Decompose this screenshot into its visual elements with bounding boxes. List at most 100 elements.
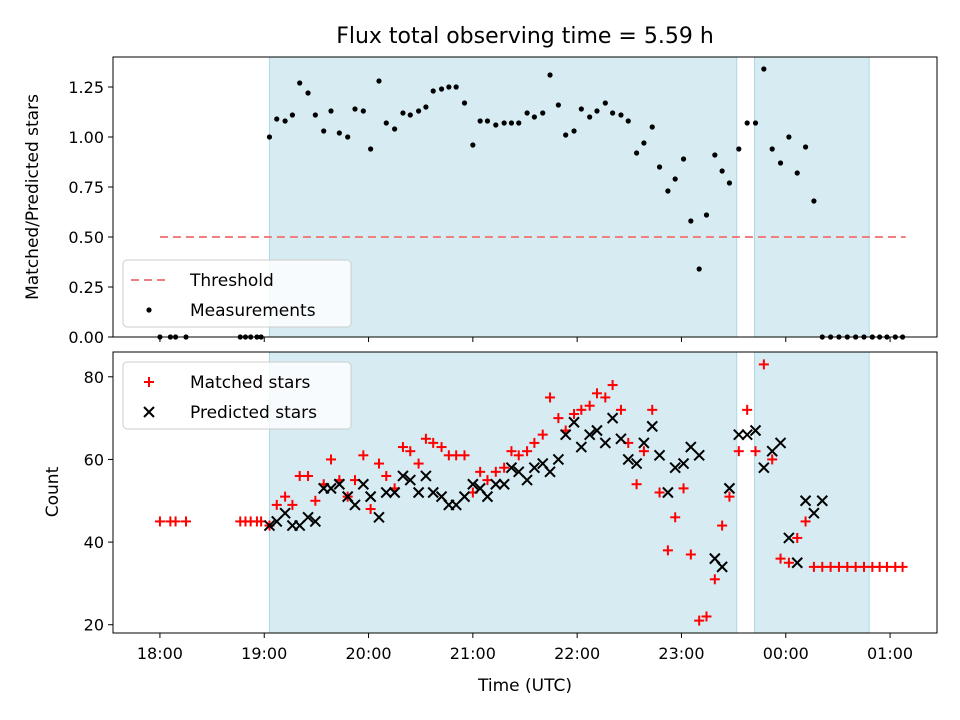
predicted-star-marker-b — [279, 507, 291, 519]
predicted-star-marker — [397, 470, 409, 482]
predicted-star-marker — [498, 478, 510, 490]
predicted-star-marker-b — [749, 424, 762, 437]
predicted-star-marker-b — [397, 470, 409, 482]
matched-star-marker — [271, 499, 282, 510]
measurement-point — [602, 100, 608, 106]
matched-star-marker — [742, 404, 753, 415]
measurement-point — [594, 108, 600, 114]
predicted-star-marker — [575, 441, 588, 453]
predicted-star-marker — [646, 420, 658, 433]
predicted-star-marker-b — [357, 478, 370, 490]
predicted-star-marker-b — [568, 416, 580, 428]
predicted-star-marker-b — [490, 478, 502, 490]
predicted-star-marker — [662, 486, 674, 499]
predicted-star-marker-b — [458, 490, 471, 503]
matched-star-marker — [545, 392, 556, 403]
predicted-star-marker-b — [505, 461, 518, 474]
matched-star-marker — [670, 512, 681, 523]
bottom-axes-frame — [112, 351, 938, 634]
measurement-point — [392, 126, 398, 132]
predicted-star-marker — [741, 428, 753, 441]
predicted-star-marker — [467, 478, 479, 490]
matched-star-marker — [529, 437, 540, 448]
predicted-star-marker — [552, 453, 565, 466]
predicted-star-marker-b — [528, 461, 541, 474]
predicted-star-marker — [364, 490, 377, 503]
measurement-point — [769, 146, 775, 152]
predicted-star-marker-b — [388, 486, 401, 499]
top-y-tick-label: 0.50 — [68, 228, 104, 247]
top-y-tick-label: 0.25 — [68, 278, 104, 297]
legend-label: Measurements — [190, 301, 316, 321]
matched-star-marker — [436, 442, 447, 453]
predicted-star-marker — [638, 437, 650, 449]
matched-star-marker — [758, 359, 769, 370]
measurement-point — [540, 110, 546, 116]
top-y-tick-label: 0.00 — [68, 328, 104, 347]
measurement-point — [453, 84, 459, 90]
matched-star-marker — [850, 561, 861, 572]
chart-title: Flux total observing time = 5.59 h — [336, 24, 714, 49]
matched-star-marker — [522, 446, 533, 457]
predicted-star-marker-b — [552, 453, 565, 466]
predicted-star-marker-b — [559, 428, 572, 441]
predicted-star-marker-b — [349, 499, 361, 511]
matched-star-marker — [381, 470, 392, 481]
measurement-point — [508, 120, 515, 126]
matched-star-marker — [569, 408, 580, 419]
predicted-star-marker — [568, 416, 580, 428]
matched-star-marker — [825, 561, 836, 572]
matched-star-marker — [694, 615, 705, 626]
measurement-point — [383, 120, 389, 126]
matched-star-marker — [724, 491, 735, 502]
predicted-star-marker — [544, 466, 556, 478]
predicted-star-marker — [357, 478, 370, 490]
matched-star-marker — [709, 574, 720, 585]
predicted-star-marker-b — [741, 428, 753, 441]
predicted-star-marker — [606, 412, 619, 424]
predicted-star-marker — [774, 437, 787, 449]
measurement-point — [360, 108, 366, 114]
bottom-shaded-interval-2 — [753, 351, 870, 634]
measurement-point — [547, 72, 553, 78]
predicted-star-marker — [733, 428, 745, 441]
predicted-star-marker-b — [404, 474, 416, 486]
measurement-point — [665, 188, 671, 194]
predicted-star-marker — [816, 495, 828, 507]
top-y-tick-label: 0.75 — [68, 178, 104, 197]
measurement-point — [297, 80, 303, 86]
x-tick-label: 01:00 — [867, 644, 913, 663]
matched-star-marker — [513, 450, 524, 461]
matched-star-marker — [631, 479, 642, 490]
predicted-star-marker-b — [302, 511, 314, 524]
matched-star-marker — [287, 499, 298, 510]
predicted-star-marker-b — [662, 486, 674, 499]
measurement-point — [336, 130, 342, 136]
predicted-star-marker — [669, 461, 681, 474]
measurement-point — [794, 170, 800, 176]
measurement-point — [672, 176, 678, 182]
x-tick-label: 18:00 — [137, 644, 183, 663]
matched-star-marker — [638, 446, 649, 457]
top-y-axis-label: Matched/Predicted stars — [23, 94, 43, 300]
predicted-star-marker-b — [513, 466, 525, 478]
predicted-star-marker-b — [685, 441, 697, 453]
matched-star-marker — [397, 442, 408, 453]
predicted-star-marker-b — [693, 449, 705, 462]
predicted-star-marker-b — [498, 478, 510, 490]
x-tick-label: 00:00 — [763, 644, 809, 663]
measurement-point — [811, 198, 817, 204]
top-legend-box — [122, 259, 352, 328]
matched-star-marker — [842, 561, 853, 572]
matched-star-marker — [678, 483, 689, 494]
matched-star-marker — [792, 532, 803, 543]
predicted-star-marker-b — [325, 482, 337, 495]
predicted-star-marker-b — [783, 532, 795, 544]
measurement-point — [400, 110, 406, 116]
predicted-star-marker-b — [583, 428, 596, 441]
legend-label: Matched stars — [190, 373, 310, 393]
matched-star-marker — [685, 549, 696, 560]
predicted-star-marker — [808, 507, 820, 519]
matched-star-marker — [775, 553, 786, 564]
predicted-star-marker — [693, 449, 705, 462]
